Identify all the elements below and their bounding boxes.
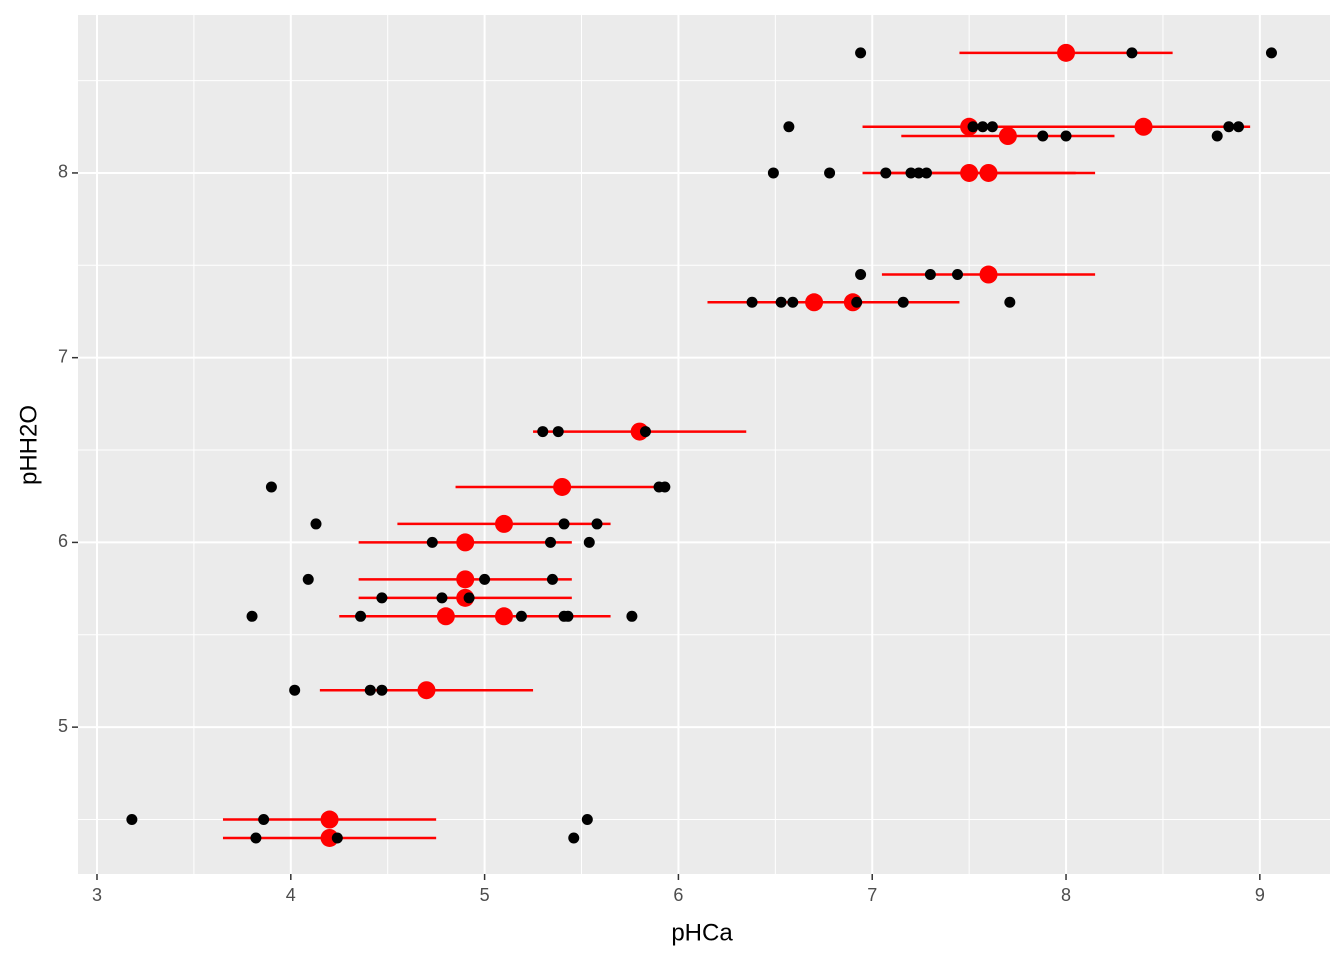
point — [546, 573, 558, 585]
point — [479, 573, 491, 585]
point — [960, 163, 979, 182]
point — [320, 810, 339, 829]
point — [331, 832, 343, 844]
point — [1211, 130, 1223, 142]
point — [1233, 121, 1245, 133]
point — [258, 814, 270, 826]
x-tick-label: 5 — [480, 885, 490, 905]
point — [456, 533, 475, 552]
point — [855, 47, 867, 59]
point — [355, 610, 367, 622]
point — [552, 426, 564, 438]
y-axis-title: pHH2O — [15, 405, 42, 485]
point — [1134, 117, 1153, 136]
point — [626, 610, 638, 622]
point — [463, 592, 475, 604]
point — [952, 269, 964, 281]
point — [545, 536, 557, 548]
y-tick-label: 7 — [58, 346, 68, 366]
point — [591, 518, 603, 530]
y-tick-label: 8 — [58, 162, 68, 182]
point — [913, 167, 925, 179]
point — [967, 121, 979, 133]
x-tick-label: 7 — [867, 885, 877, 905]
point — [568, 832, 580, 844]
point — [376, 592, 388, 604]
point — [553, 477, 572, 496]
point — [1057, 43, 1076, 62]
point — [515, 610, 527, 622]
x-tick-label: 6 — [673, 885, 683, 905]
point — [250, 832, 262, 844]
point — [977, 121, 989, 133]
point — [436, 592, 448, 604]
point — [924, 269, 936, 281]
point — [851, 296, 863, 308]
point — [767, 167, 779, 179]
point — [364, 684, 376, 696]
point — [1223, 121, 1235, 133]
point — [426, 536, 438, 548]
x-tick-label: 8 — [1061, 885, 1071, 905]
point — [746, 296, 758, 308]
x-tick-label: 9 — [1255, 885, 1265, 905]
point — [494, 514, 513, 533]
point — [1060, 130, 1072, 142]
point — [436, 607, 455, 626]
point — [302, 573, 314, 585]
point — [775, 296, 787, 308]
panel — [78, 15, 1330, 874]
point — [1126, 47, 1138, 59]
point — [1004, 296, 1016, 308]
point — [126, 814, 138, 826]
point — [897, 296, 909, 308]
point — [986, 121, 998, 133]
point — [289, 684, 301, 696]
point — [783, 121, 795, 133]
point — [583, 536, 595, 548]
point — [905, 167, 917, 179]
point — [979, 163, 998, 182]
point — [537, 426, 549, 438]
point — [494, 607, 513, 626]
point — [1265, 47, 1277, 59]
point — [417, 681, 436, 700]
point — [855, 269, 867, 281]
point — [880, 167, 892, 179]
y-tick-label: 5 — [58, 716, 68, 736]
point — [310, 518, 322, 530]
x-tick-label: 3 — [92, 885, 102, 905]
point — [920, 167, 932, 179]
point — [376, 684, 388, 696]
y-tick-label: 6 — [58, 531, 68, 551]
x-tick-label: 4 — [286, 885, 296, 905]
point — [320, 828, 339, 847]
point — [639, 426, 651, 438]
point — [805, 293, 824, 312]
point — [558, 518, 570, 530]
point — [787, 296, 799, 308]
point — [246, 610, 258, 622]
point — [824, 167, 836, 179]
point — [265, 481, 277, 493]
point — [979, 265, 998, 284]
point — [1037, 130, 1049, 142]
point — [456, 570, 475, 589]
x-axis-title: pHCa — [671, 919, 733, 946]
point — [562, 610, 574, 622]
point — [998, 126, 1017, 145]
point — [581, 814, 593, 826]
point — [659, 481, 671, 493]
